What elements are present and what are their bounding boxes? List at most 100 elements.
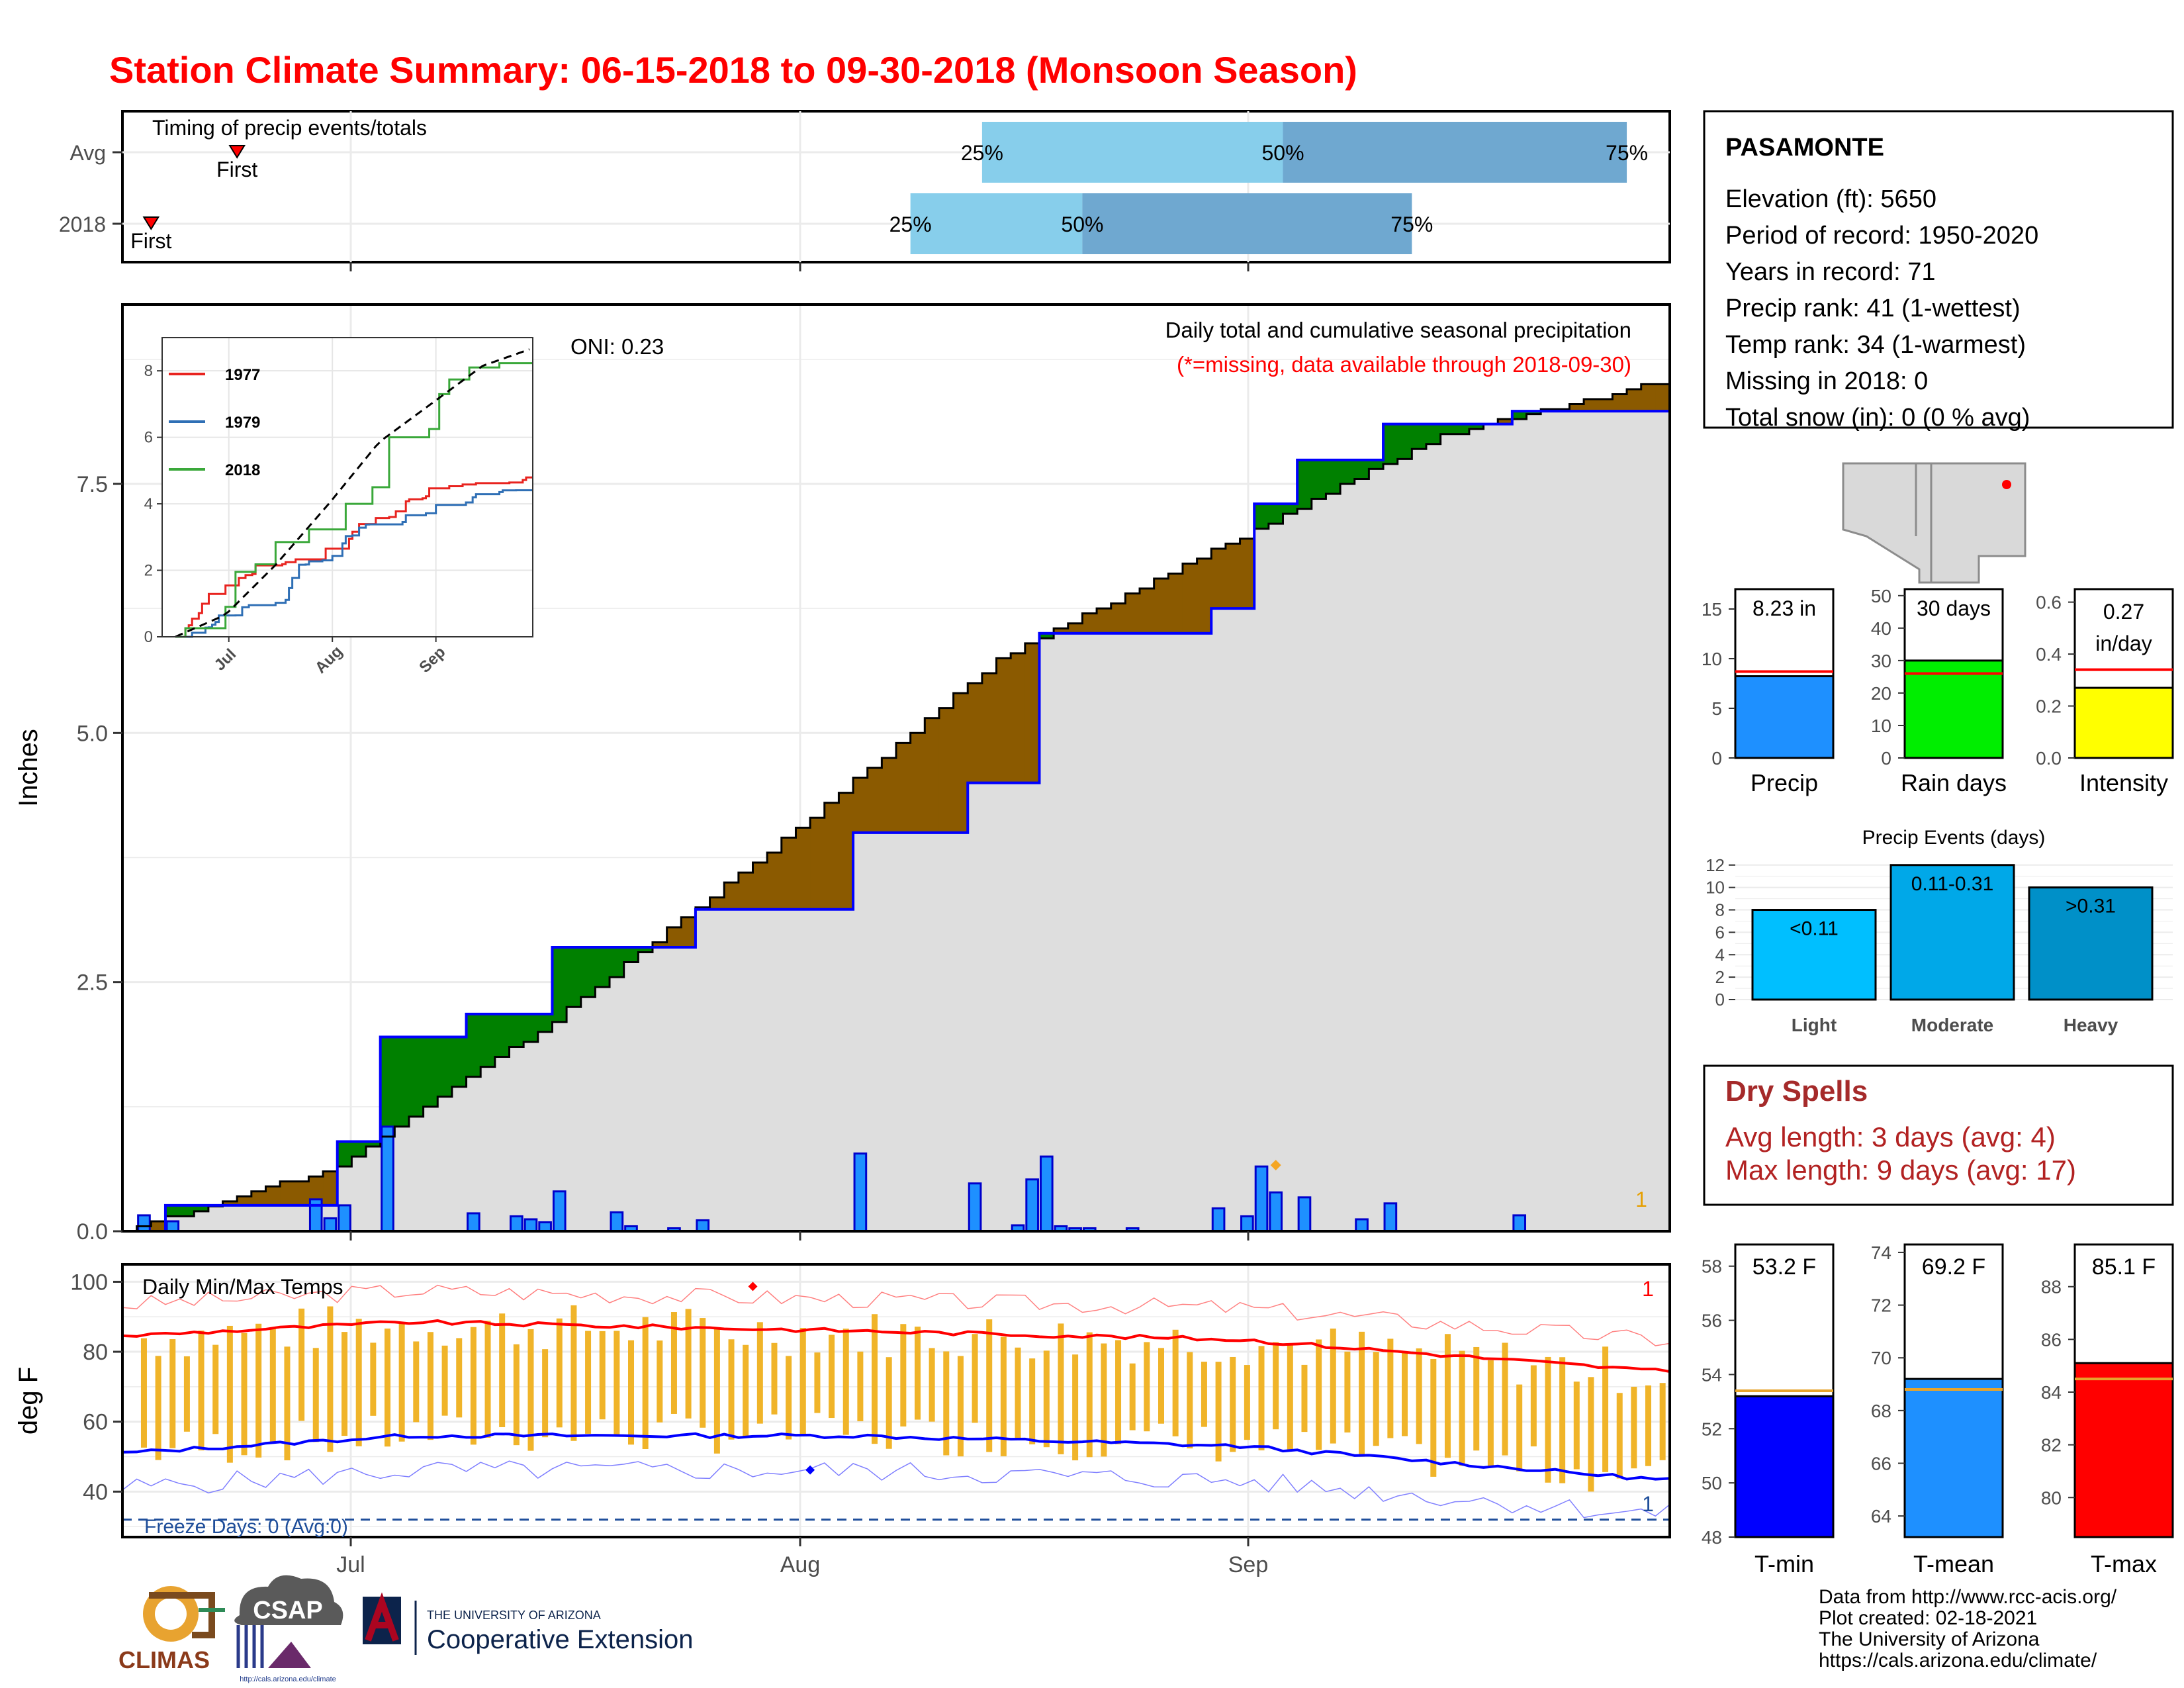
daily-temp-range-bar	[169, 1339, 176, 1448]
deficit-area	[308, 1176, 324, 1205]
daily-temp-range-bar	[1373, 1352, 1379, 1446]
temp-summary-tick-label: 66	[1871, 1454, 1891, 1474]
inset-y-tick-label: 4	[144, 495, 153, 513]
average-min-temp-line	[122, 1432, 1670, 1481]
daily-temp-range-bar	[872, 1314, 878, 1444]
deficit-area	[681, 917, 696, 947]
deficit-area	[1197, 558, 1212, 633]
surplus-area	[466, 1013, 481, 1077]
deficit-area	[1211, 548, 1226, 609]
cumulative-base-area	[996, 782, 1011, 1231]
daily-temp-range-bar	[255, 1323, 262, 1458]
first-event-label: First	[216, 158, 257, 181]
daily-temp-range-bar	[1144, 1342, 1150, 1432]
deficit-area	[738, 872, 754, 910]
cumulative-base-area	[1082, 633, 1097, 1231]
daily-temp-range-bar	[657, 1340, 663, 1423]
inset-line-2018	[175, 362, 533, 638]
cumulative-base-area	[610, 977, 625, 1231]
cumulative-base-area	[423, 1106, 438, 1231]
daily-temp-range-bar	[1287, 1344, 1293, 1451]
daily-temp-range-bar	[441, 1345, 448, 1416]
deficit-area	[796, 827, 811, 910]
cumulative-base-area	[839, 909, 854, 1231]
surplus-area	[537, 1013, 553, 1032]
daily-temp-range-bar	[685, 1309, 692, 1419]
daily-temp-range-bar	[829, 1335, 835, 1419]
surplus-area	[1512, 411, 1527, 420]
cumulative-base-area	[1340, 483, 1355, 1231]
daily-temp-range-bar	[972, 1334, 978, 1423]
daily-temp-range-bar	[628, 1340, 635, 1445]
daily-temp-range-bar	[1072, 1354, 1079, 1461]
cumulative-base-area	[709, 909, 725, 1231]
daily-temp-range-bar	[957, 1356, 964, 1457]
daily-temp-range-bar	[1101, 1343, 1107, 1457]
events-bar	[2028, 886, 2154, 1001]
daily-temp-range-bar	[842, 1329, 849, 1435]
cumulative-base-area	[280, 1205, 295, 1231]
temp-summary-bar	[2073, 1362, 2174, 1538]
cumulative-base-area	[1655, 411, 1670, 1232]
cumulative-base-area	[853, 832, 868, 1231]
surplus-area	[423, 1037, 438, 1107]
daily-temp-range-bar	[599, 1331, 606, 1420]
summary-bar-tick-label: 50	[1871, 586, 1891, 606]
surplus-area	[580, 947, 596, 998]
timing-bar-50-75	[1283, 122, 1627, 183]
daily-temp-range-bar	[1444, 1334, 1451, 1458]
summary-bar-value	[2073, 686, 2174, 759]
cumulative-base-area	[580, 997, 596, 1231]
cumulative-base-area	[968, 782, 983, 1231]
credits: Data from http://www.rcc-acis.org/ Plot …	[1819, 1586, 2117, 1671]
surplus-area	[1455, 424, 1470, 434]
deficit-area	[953, 693, 968, 833]
credit-line-url: https://cals.arizona.edu/climate/	[1819, 1650, 2097, 1671]
climas-logo-text: CLIMAS	[118, 1646, 210, 1673]
surplus-area	[366, 1141, 381, 1147]
university-of-arizona-logo: THE UNIVERSITY OF ARIZONA Cooperative Ex…	[363, 1592, 693, 1655]
cumulative-base-area	[1412, 449, 1427, 1231]
cumulative-base-area	[1268, 524, 1283, 1231]
inset-y-tick-label: 8	[144, 362, 153, 380]
daily-temp-range-bar	[1459, 1350, 1465, 1466]
cumulative-base-area	[953, 832, 968, 1231]
cumulative-base-area	[638, 952, 653, 1231]
summary-bar-name: Precip	[1751, 769, 1818, 796]
deficit-area	[1011, 653, 1026, 783]
daily-temp-range-bar	[1602, 1346, 1609, 1472]
cumulative-base-area	[1011, 782, 1026, 1231]
deficit-area	[652, 942, 668, 947]
deficit-area	[752, 863, 768, 910]
deficit-area	[1125, 593, 1140, 633]
cumulative-base-area	[208, 1206, 224, 1231]
cumulative-base-area	[394, 1126, 410, 1231]
cumulative-base-area	[1598, 411, 1613, 1232]
temp-summary-tick-label: 54	[1702, 1364, 1722, 1385]
surplus-area	[179, 1205, 195, 1217]
cumulative-base-area	[366, 1147, 381, 1231]
daily-precip-bar	[323, 1217, 338, 1233]
cumulative-base-area	[194, 1211, 209, 1231]
cumulative-base-area	[1197, 633, 1212, 1231]
daily-temp-range-bar	[1616, 1393, 1623, 1479]
daily-precip-bar	[1039, 1155, 1054, 1233]
summary-bar-tick-label: 10	[1871, 716, 1891, 736]
daily-temp-range-bar	[1530, 1365, 1537, 1447]
temp-summary-tick-label: 58	[1702, 1256, 1722, 1277]
deficit-area	[151, 1221, 166, 1231]
dry-spells-title: Dry Spells	[1725, 1075, 1868, 1107]
cumulative-base-area	[882, 832, 897, 1231]
daily-temp-range-bar	[226, 1325, 233, 1463]
figure-title: Station Climate Summary: 06-15-2018 to 0…	[109, 49, 1357, 91]
events-bar-category-label: Moderate	[1911, 1015, 1993, 1035]
daily-temp-range-bar	[1115, 1340, 1122, 1444]
deficit-area	[853, 778, 868, 833]
surplus-area	[1311, 459, 1326, 499]
average-max-temp-line	[122, 1319, 1670, 1374]
daily-temp-range-bar	[384, 1328, 390, 1447]
precip-missing-note: (*=missing, data available through 2018-…	[1177, 352, 1631, 377]
cumulative-base-area	[981, 782, 997, 1231]
cumulative-base-area	[552, 1021, 567, 1231]
average-cumulative-line	[122, 383, 1670, 1233]
